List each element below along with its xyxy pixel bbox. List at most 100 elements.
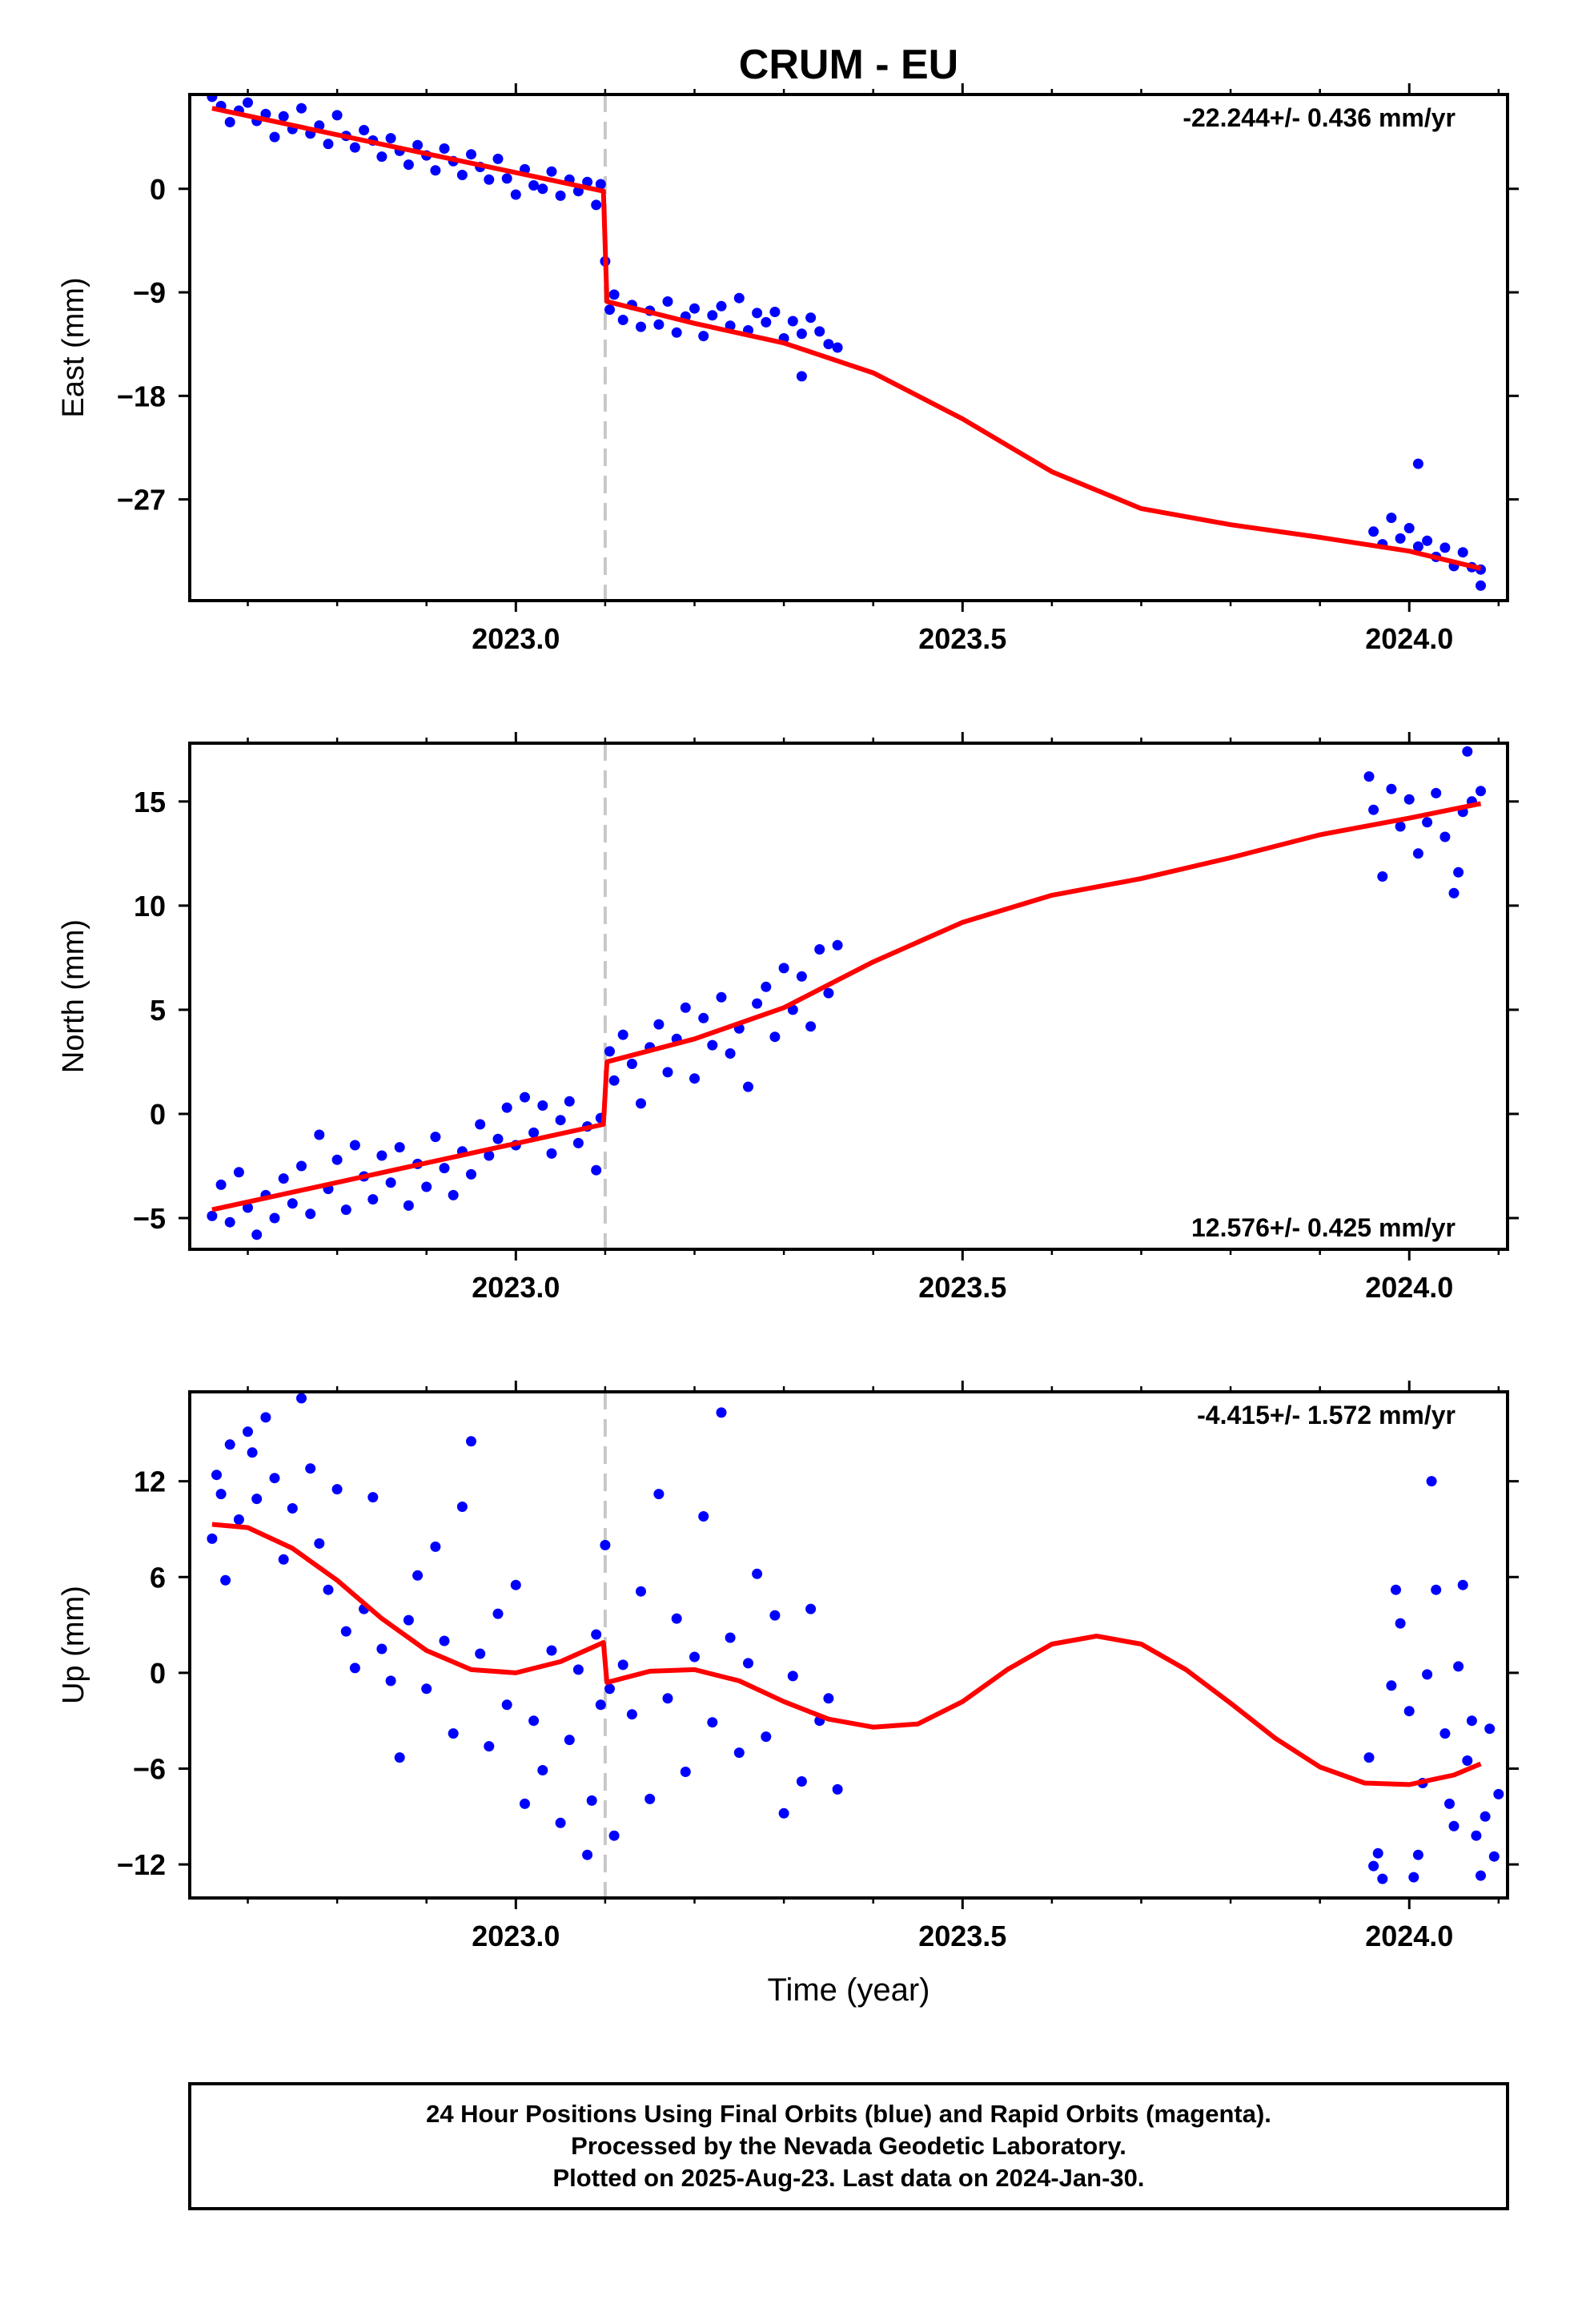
up-data-point	[331, 1484, 343, 1495]
east-data-point	[769, 307, 781, 317]
up-data-point	[1386, 1680, 1397, 1691]
footer-line-2: Processed by the Nevada Geodetic Laborat…	[571, 2132, 1126, 2160]
up-data-point	[1403, 1706, 1415, 1717]
up-data-point	[778, 1807, 789, 1819]
east-data-point	[1368, 526, 1379, 537]
footer-line-3: Plotted on 2025-Aug-23. Last data on 202…	[552, 2164, 1144, 2192]
up-data-point	[653, 1489, 665, 1500]
up-data-point	[1480, 1811, 1491, 1822]
east-x-tick-label: 2023.0	[472, 622, 560, 655]
east-data-point	[733, 292, 745, 304]
north-model-line	[211, 801, 1482, 1212]
east-data-point	[484, 174, 495, 185]
up-data-point	[211, 1470, 222, 1481]
north-data-point	[394, 1142, 405, 1153]
up-x-tick-label: 2024.0	[1365, 1920, 1453, 1952]
east-data-point	[546, 166, 557, 177]
north-data-point	[707, 1039, 718, 1051]
north-data-point	[349, 1140, 360, 1151]
up-data-point	[1372, 1848, 1383, 1859]
up-data-point	[1453, 1661, 1464, 1672]
up-data-point	[1391, 1584, 1401, 1595]
up-data-point	[1363, 1752, 1375, 1763]
up-data-point	[564, 1735, 575, 1746]
north-data-point	[278, 1173, 289, 1184]
up-data-point	[1488, 1851, 1500, 1862]
up-model-line	[211, 1522, 1482, 1787]
east-data-point	[823, 339, 834, 350]
north-data-point	[269, 1212, 280, 1224]
up-data-point	[492, 1608, 504, 1619]
up-data-point	[537, 1765, 548, 1775]
up-data-point	[1444, 1798, 1455, 1809]
north-y-tick-label: −5	[133, 1202, 166, 1235]
north-data-point	[537, 1100, 548, 1111]
east-plot-area	[190, 94, 1508, 601]
up-data-point	[832, 1783, 843, 1795]
up-data-point	[456, 1502, 468, 1512]
up-data-point	[1426, 1476, 1437, 1487]
east-data-point	[604, 304, 615, 316]
east-data-point	[752, 308, 763, 319]
north-data-point	[233, 1167, 244, 1178]
up-data-point	[247, 1447, 258, 1458]
north-y-axis-label: North (mm)	[57, 919, 90, 1073]
north-data-point	[492, 1133, 504, 1144]
north-velocity-label: 12.576+/- 0.425 mm/yr	[1191, 1213, 1456, 1242]
north-data-point	[1453, 866, 1464, 878]
north-data-point	[430, 1132, 441, 1143]
north-data-point	[439, 1163, 450, 1174]
east-data-point	[269, 131, 280, 143]
north-data-point	[617, 1029, 628, 1040]
up-panel: 2023.0 2023.5 2024.0 12 6 0 −6 −12 Up (mm) -4.415…	[57, 1381, 1519, 1952]
up-x-tick-label: 2023.0	[472, 1920, 560, 1952]
up-data-point	[1377, 1873, 1388, 1884]
up-y-tick-label: 0	[150, 1657, 166, 1690]
up-y-tick-label: −12	[117, 1848, 166, 1881]
up-data-point	[385, 1675, 396, 1687]
east-model-line	[211, 106, 1482, 571]
north-data-point	[604, 1046, 615, 1057]
up-data-point	[349, 1663, 360, 1674]
north-data-point	[1439, 831, 1451, 842]
north-data-point	[689, 1073, 700, 1084]
up-data-point	[662, 1693, 673, 1704]
east-x-tick-label: 2024.0	[1365, 622, 1453, 655]
up-data-point	[600, 1539, 611, 1550]
north-data-point	[520, 1092, 530, 1103]
up-data-point	[1493, 1788, 1504, 1799]
up-data-point	[1368, 1860, 1379, 1872]
up-data-point	[733, 1747, 745, 1759]
east-data-point	[787, 316, 798, 327]
up-data-point	[1462, 1755, 1473, 1766]
up-data-point	[823, 1693, 834, 1704]
up-data-point	[1457, 1579, 1468, 1590]
north-y-tick-label: 10	[134, 890, 166, 923]
east-data-point	[653, 319, 665, 330]
up-data-point	[233, 1514, 244, 1525]
up-data-point	[752, 1568, 763, 1579]
up-data-point	[1448, 1820, 1460, 1831]
up-data-point	[586, 1795, 597, 1806]
east-data-point	[617, 315, 628, 325]
north-y-tick-label: 0	[150, 1098, 166, 1131]
up-data-point	[323, 1584, 334, 1595]
up-data-point	[680, 1767, 691, 1777]
up-data-point	[421, 1683, 432, 1695]
up-data-point	[287, 1503, 298, 1514]
east-data-point	[359, 125, 370, 135]
up-data-point	[412, 1570, 424, 1581]
north-data-point	[224, 1216, 235, 1228]
up-velocity-label: -4.415+/- 1.572 mm/yr	[1197, 1401, 1456, 1429]
north-data-point	[1377, 871, 1388, 882]
north-data-point	[501, 1102, 512, 1113]
up-data-point	[1439, 1728, 1451, 1739]
north-data-point	[769, 1031, 781, 1043]
chart-title: CRUM - EU	[739, 42, 958, 88]
up-data-point	[1431, 1584, 1442, 1595]
up-data-point	[475, 1648, 486, 1659]
east-data-point	[1422, 535, 1433, 546]
east-data-point	[698, 331, 709, 342]
north-data	[207, 746, 1486, 1240]
up-data-point	[796, 1776, 807, 1787]
